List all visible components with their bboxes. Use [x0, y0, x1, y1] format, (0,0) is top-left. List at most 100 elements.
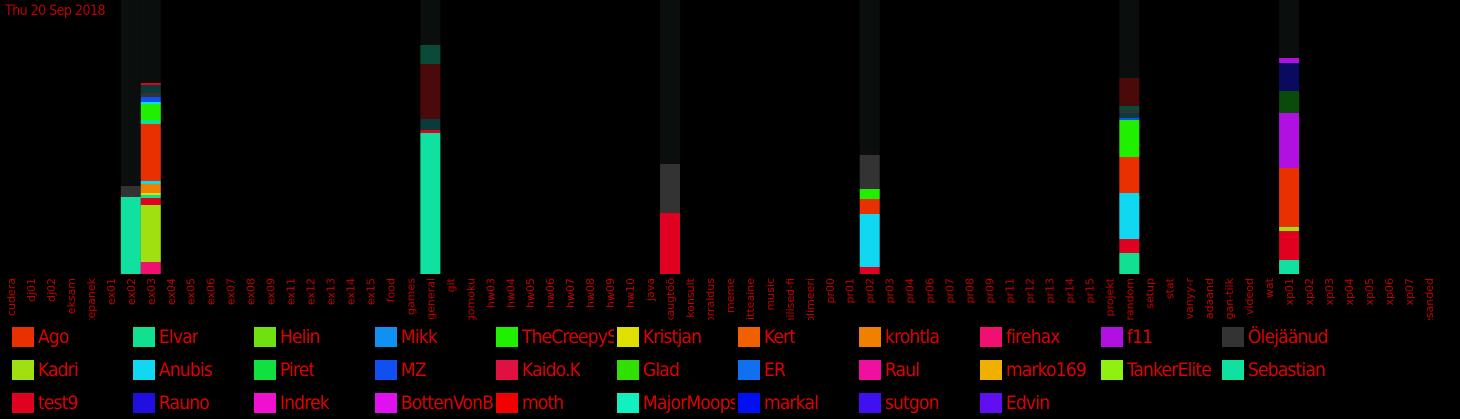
legend-label: MajorMoopsy: [643, 392, 735, 414]
tick-label-hw03: hw03: [484, 278, 497, 308]
bar-segment-ex03-13: [140, 85, 161, 93]
bar-segment-general-0: [420, 133, 441, 274]
bar-segment-xp01-0: [1279, 260, 1300, 274]
legend-swatch: [738, 360, 760, 380]
bar-segment-ex03-5: [140, 184, 161, 193]
tick-label-eksam: eksam: [65, 278, 78, 314]
bar-segment-kaugtöö-1: [660, 164, 681, 213]
legend-item: firehax: [980, 323, 1098, 351]
tick-label-hw06: hw06: [544, 278, 557, 308]
legend-swatch: [738, 393, 760, 413]
legend-item: Rauno: [133, 389, 251, 417]
legend-swatch: [496, 327, 518, 347]
legend-item: f11: [1101, 323, 1219, 351]
bar-segment-general-3: [420, 64, 441, 119]
tick-label-pr08: pr08: [964, 278, 977, 304]
tick-label-ex13: ex13: [325, 278, 338, 305]
bar-segment-random-9: [1119, 78, 1140, 106]
legend-swatch: [496, 393, 518, 413]
legend-item: Anubis: [133, 356, 251, 384]
tick-label-dj02: dj02: [45, 278, 58, 302]
tick-label-food: food: [384, 278, 397, 302]
bar-segment-xp01-2: [1279, 227, 1300, 231]
legend-item: Sebastian: [1222, 356, 1352, 384]
legend-item: MajorMoopsy: [617, 389, 735, 417]
tick-label-pr11: pr11: [1004, 278, 1017, 304]
legend-swatch: [254, 393, 276, 413]
bar-segment-ex03-9: [140, 104, 161, 120]
legend-item: Helin: [254, 323, 372, 351]
channel-bars: [120, 45, 1300, 274]
tick-label-wat: wat: [1263, 277, 1276, 298]
legend-label: krohtla: [885, 326, 940, 348]
legend-label: Sebastian: [1248, 359, 1326, 381]
legend-label: moth: [522, 392, 564, 414]
legend-label: f11: [1127, 326, 1153, 348]
tick-label-ettepanek: ettepanek: [85, 277, 98, 320]
legend-swatch: [980, 360, 1002, 380]
bar-segment-ex03-8: [140, 120, 161, 124]
legend-label: Piret: [280, 359, 315, 381]
legend-swatch: [859, 393, 881, 413]
tick-label-git: git: [444, 277, 457, 292]
tick-label-ex14: ex14: [344, 278, 357, 305]
legend-swatch: [859, 360, 881, 380]
tick-label-pr04: pr04: [904, 278, 917, 304]
tick-label-xp03: xp03: [1323, 278, 1336, 306]
bar-segment-ex02-1: [120, 186, 141, 197]
bar-segment-ex03-2: [140, 198, 161, 205]
tick-label-projekt: projekt: [1103, 277, 1116, 316]
tick-label-cudera: cudera: [5, 278, 18, 316]
bar-segment-general-2: [420, 119, 441, 130]
tick-label-syvanyy-r: syvanyy-r: [1183, 278, 1196, 320]
legend-swatch: [133, 327, 155, 347]
tick-label-pr13: pr13: [1043, 278, 1056, 304]
bar-segment-pr02-4: [859, 155, 880, 189]
legend-swatch: [980, 327, 1002, 347]
tick-label-pr03: pr03: [884, 278, 897, 304]
legend-label: Glad: [643, 359, 680, 381]
legend-item: moth: [496, 389, 614, 417]
bar-segment-random-0: [1119, 253, 1140, 274]
legend-swatch: [375, 360, 397, 380]
bar-segment-pr02-1: [859, 214, 880, 267]
bar-segment-xp01-1: [1279, 231, 1300, 260]
bar-segment-pr02-0: [859, 267, 880, 274]
tick-label-music: music: [764, 278, 777, 311]
bar-segment-random-3: [1119, 157, 1140, 193]
legend-label: Ago: [38, 326, 69, 348]
tick-label-teadaand: teadaand: [1203, 278, 1216, 320]
legend-item: Ago: [12, 323, 130, 351]
tick-label-xp07: xp07: [1403, 278, 1416, 306]
legend-swatch: [859, 327, 881, 347]
legend-item: krohtla: [859, 323, 977, 351]
legend-label: MZ: [401, 359, 426, 381]
tick-label-polimeeri: polimeeri: [804, 278, 817, 320]
legend-item: TheCreepySh: [496, 323, 614, 351]
legend-label: Rauno: [159, 392, 210, 414]
tick-label-pr12: pr12: [1023, 278, 1036, 304]
tick-label-ex12: ex12: [305, 278, 318, 305]
bar-segment-random-4: [1119, 120, 1140, 157]
chart-date: Thu 20 Sep 2018: [5, 3, 105, 19]
bar-segment-ex03-11: [140, 97, 161, 102]
stacked-bar-chart: cudera dj01 dj02 eksam ettepanek ex01 ex02 ex03…: [5, 0, 1436, 320]
legend-label: Anubis: [159, 359, 213, 381]
tick-label-ohilised-fi: ohilised-fi: [784, 278, 797, 320]
bar-segment-xp01-5: [1279, 91, 1300, 113]
legend-swatch: [375, 393, 397, 413]
tick-label-ex03: ex03: [145, 278, 158, 305]
tick-label-ex02: ex02: [125, 278, 138, 305]
tick-label-videod: videod: [1243, 278, 1256, 315]
tick-label-ex05: ex05: [185, 278, 198, 305]
bar-segment-random-8: [1119, 106, 1140, 110]
legend-item: ER: [738, 356, 856, 384]
chart-legend: Ago Elvar Helin Mikk TheCreepySh Kristjan Kert…: [0, 320, 1460, 419]
tick-label-ex11: ex11: [285, 278, 298, 305]
bar-segment-ex03-0: [140, 262, 161, 274]
legend-label: sutgon: [885, 392, 939, 414]
tick-label-hw10: hw10: [624, 278, 637, 308]
tick-label-ex06: ex06: [205, 278, 218, 305]
tick-label-xp04: xp04: [1343, 278, 1356, 306]
legend-item: Mikk: [375, 323, 493, 351]
